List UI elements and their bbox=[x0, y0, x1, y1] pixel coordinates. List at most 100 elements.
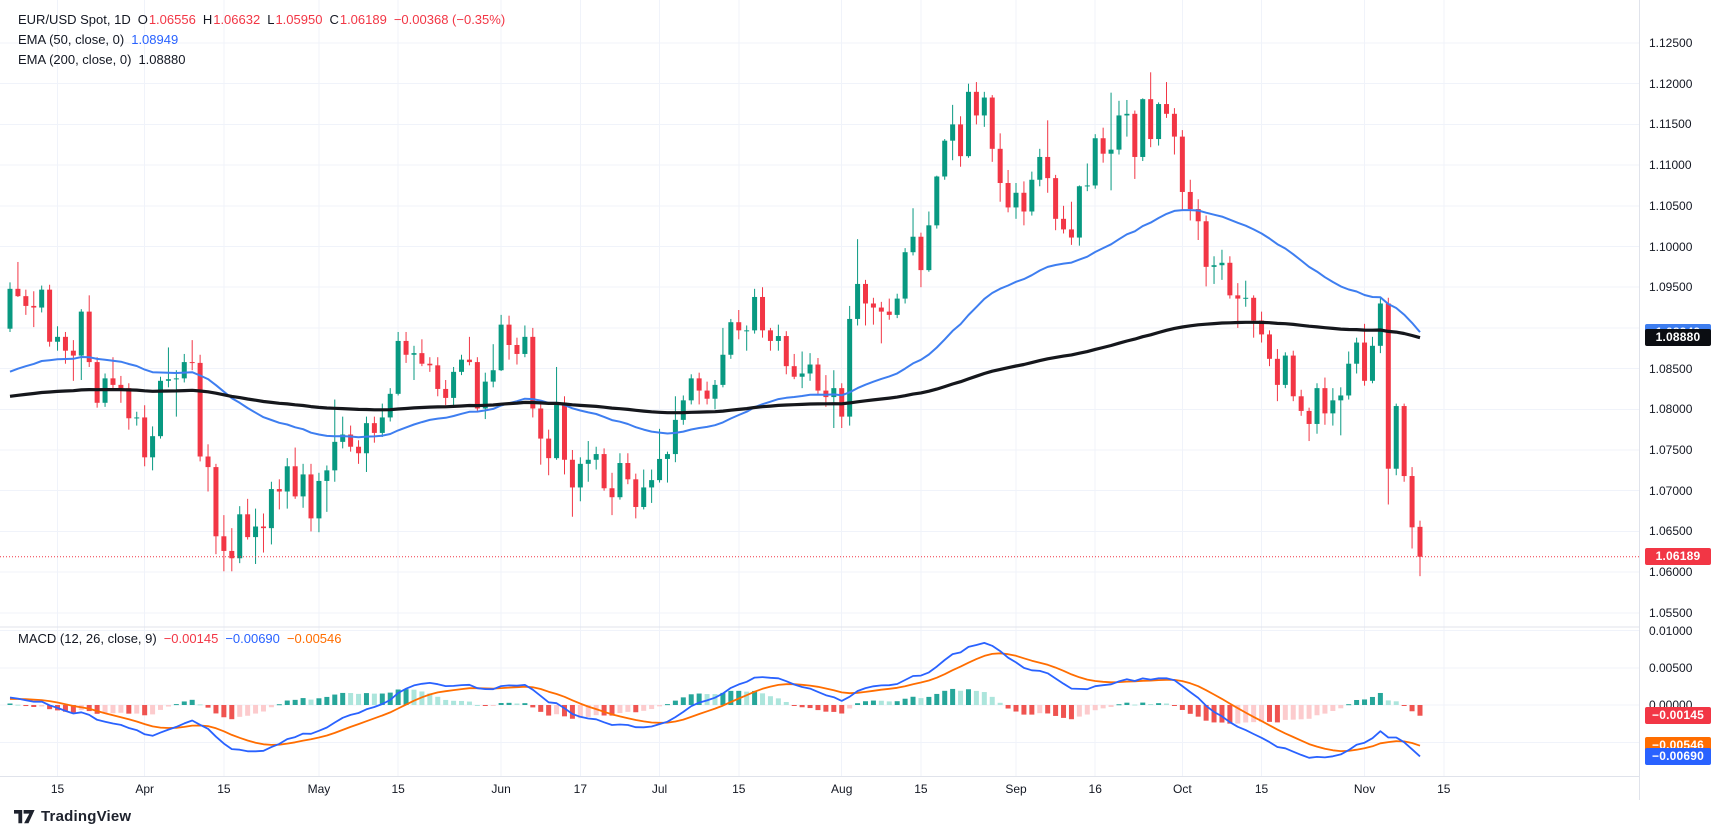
macd-histogram-bar bbox=[1409, 705, 1415, 712]
candle-body bbox=[284, 466, 290, 492]
macd-histogram-bar bbox=[276, 704, 282, 706]
price-chart-canvas[interactable] bbox=[0, 0, 1723, 800]
price-tick-label: 1.09500 bbox=[1649, 280, 1693, 295]
macd-histogram-bar bbox=[609, 705, 615, 716]
candle-body bbox=[23, 296, 29, 306]
candle-body bbox=[847, 318, 853, 417]
ohlc-close: C 1.06189 bbox=[329, 12, 387, 27]
candle-body bbox=[807, 364, 813, 374]
macd-histogram-bar bbox=[775, 698, 781, 705]
macd-histogram-bar bbox=[989, 696, 995, 705]
macd-histogram-bar bbox=[1013, 705, 1019, 712]
legend-symbol-row[interactable]: EUR/USD Spot, 1D O 1.06556 H 1.06632 L 1.05… bbox=[18, 12, 505, 32]
macd-histogram-bar bbox=[649, 705, 655, 710]
candle-body bbox=[1211, 265, 1217, 267]
candle-body bbox=[395, 340, 401, 394]
candle-body bbox=[1068, 229, 1074, 238]
macd-histogram-bar bbox=[1076, 705, 1082, 717]
macd-histogram-bar bbox=[657, 705, 663, 707]
candle-body bbox=[530, 336, 536, 409]
candle-body bbox=[688, 378, 694, 401]
candle-body bbox=[173, 378, 179, 380]
tradingview-logo-icon bbox=[14, 809, 35, 823]
macd-histogram-bar bbox=[902, 698, 908, 705]
macd-histogram-bar bbox=[1243, 705, 1249, 723]
time-scale[interactable]: 15 Apr 15 May 15 Jun 17 Jul 15 Aug 15 Sep 16 Oct 15 Nov… bbox=[0, 776, 1639, 800]
candle-body bbox=[1290, 355, 1296, 397]
tradingview-logo[interactable]: TradingView bbox=[14, 808, 131, 825]
candle-body bbox=[1140, 99, 1146, 157]
candle-body bbox=[498, 324, 504, 371]
macd-histogram-bar bbox=[1251, 705, 1257, 723]
candle-body bbox=[1053, 178, 1059, 219]
candle-body bbox=[1354, 342, 1360, 364]
candle-body bbox=[55, 336, 61, 342]
candle-body bbox=[1045, 156, 1051, 179]
macd-histogram-bar bbox=[268, 705, 274, 708]
macd-histogram-bar bbox=[451, 700, 457, 705]
candle-body bbox=[1084, 185, 1090, 187]
candle-body bbox=[110, 378, 116, 385]
macd-histogram-bar bbox=[395, 689, 401, 705]
candle-body bbox=[1338, 395, 1344, 401]
candle-body bbox=[965, 91, 971, 157]
time-tick-label: 15 bbox=[50, 782, 65, 796]
macd-histogram-bar bbox=[308, 699, 314, 705]
price-tick-label: 1.12500 bbox=[1649, 36, 1693, 50]
candle-body bbox=[870, 303, 876, 308]
macd-histogram-bar bbox=[847, 705, 853, 709]
candle-body bbox=[1116, 115, 1122, 150]
candle-body bbox=[950, 124, 956, 141]
candle-body bbox=[292, 466, 298, 497]
macd-histogram-bar bbox=[1211, 705, 1217, 723]
macd-histogram-bar bbox=[1045, 705, 1051, 714]
price-tick-label: 1.07500 bbox=[1649, 443, 1693, 457]
time-tick-label: Sep bbox=[1005, 782, 1027, 796]
macd-hist-badge: −0.00145 bbox=[1645, 707, 1711, 725]
candle-body bbox=[680, 400, 686, 420]
candle-body bbox=[1417, 526, 1423, 557]
candle-body bbox=[363, 423, 369, 454]
macd-label: MACD (12, 26, close, 9) bbox=[18, 631, 157, 646]
macd-histogram-bar bbox=[39, 705, 45, 707]
macd-histogram-bar bbox=[522, 703, 528, 705]
macd-histogram-bar bbox=[118, 705, 124, 713]
price-scale[interactable]: 1.12500 1.12000 1.11500 1.11000 1.10500 1.100… bbox=[1639, 0, 1723, 800]
candle-body bbox=[1369, 345, 1375, 381]
macd-histogram-bar bbox=[839, 705, 845, 714]
time-tick-label: Nov bbox=[1353, 782, 1376, 796]
candle-body bbox=[126, 388, 132, 419]
candle-body bbox=[981, 97, 987, 116]
macd-histogram-bar bbox=[1084, 705, 1090, 715]
legend-macd-row[interactable]: MACD (12, 26, close, 9) −0.00145 −0.0069… bbox=[18, 631, 342, 651]
macd-histogram-bar bbox=[1140, 702, 1146, 705]
candle-body bbox=[1124, 113, 1130, 116]
ema200-value: 1.08880 bbox=[138, 52, 186, 67]
candle-body bbox=[918, 236, 924, 271]
candle-body bbox=[546, 438, 552, 459]
candle-body bbox=[459, 359, 465, 372]
macd-histogram-bar bbox=[189, 699, 195, 705]
macd-histogram-bar bbox=[403, 689, 409, 705]
candle-body bbox=[253, 526, 259, 538]
candle-body bbox=[1100, 138, 1106, 154]
candle-body bbox=[1061, 218, 1067, 230]
ema50-value: 1.08949 bbox=[131, 32, 179, 47]
candle-body bbox=[791, 366, 797, 377]
candle-body bbox=[569, 459, 575, 488]
macd-histogram-bar bbox=[427, 693, 433, 705]
legend-ema50-row[interactable]: EMA (50, close, 0) 1.08949 bbox=[18, 32, 505, 52]
ohlc-open: O 1.06556 bbox=[137, 12, 196, 27]
macd-histogram-bar bbox=[1314, 705, 1320, 716]
candle-body bbox=[1195, 209, 1201, 222]
candle-body bbox=[997, 148, 1003, 184]
legend-ema200-row[interactable]: EMA (200, close, 0) 1.08880 bbox=[18, 52, 505, 72]
macd-histogram-bar bbox=[1132, 704, 1138, 706]
ema200-line bbox=[9, 320, 1421, 415]
macd-histogram-bar bbox=[767, 696, 773, 705]
macd-histogram-bar bbox=[1385, 700, 1391, 705]
candle-body bbox=[744, 330, 750, 332]
candle-body bbox=[1203, 221, 1209, 267]
macd-histogram-bar bbox=[260, 705, 266, 712]
candle-body bbox=[593, 454, 599, 460]
